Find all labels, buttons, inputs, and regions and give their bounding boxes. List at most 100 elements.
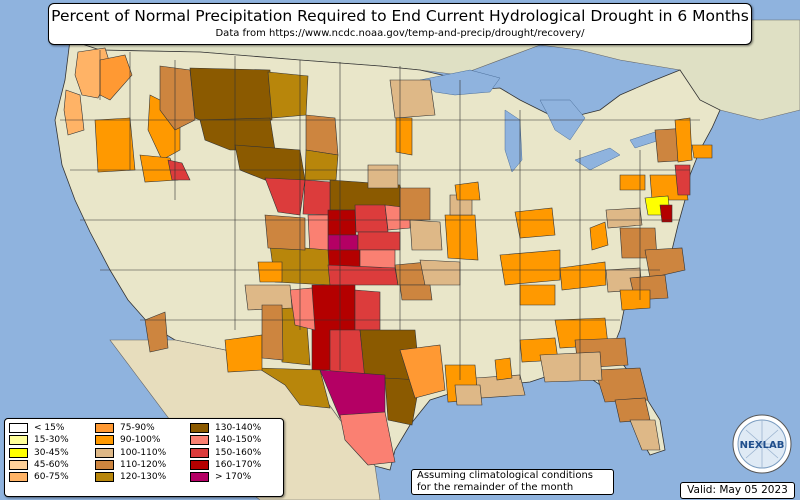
- title-box: Percent of Normal Precipitation Required…: [48, 3, 752, 45]
- legend-item: > 170%: [190, 471, 261, 483]
- region-mn-tan: [389, 79, 436, 119]
- legend-swatch: [95, 435, 114, 446]
- legend-item: 110-120%: [95, 459, 166, 471]
- region-ky-orange: [514, 207, 556, 239]
- region-va-tan: [605, 207, 643, 229]
- region-nd-sd: [305, 114, 339, 156]
- legend-label: 30-45%: [34, 447, 69, 458]
- region-az-cocoa: [261, 304, 284, 361]
- region-fl-cocoa: [594, 367, 649, 403]
- state-borders: [60, 50, 700, 380]
- region-gulf-orange: [494, 357, 513, 381]
- legend-item: 15-30%: [9, 434, 69, 446]
- region-ny-orange: [674, 117, 693, 163]
- region-ks-central: [357, 231, 401, 251]
- legend-swatch: [9, 435, 28, 446]
- region-wv-orange: [589, 221, 609, 251]
- region-wa-coast: [63, 89, 85, 136]
- region-nm-salmon: [289, 287, 316, 331]
- region-sc-orange: [619, 289, 651, 311]
- legend-item: 120-130%: [95, 471, 166, 483]
- legend-label: 160-170%: [215, 460, 262, 471]
- legend-item: < 15%: [9, 422, 69, 434]
- region-ar-cocoa: [399, 284, 433, 301]
- region-tn-orange: [499, 249, 561, 286]
- region-ks-ne: [354, 204, 389, 233]
- region-mn-orange: [395, 117, 413, 156]
- legend-label: 90-100%: [120, 435, 161, 446]
- legend-swatch: [9, 472, 28, 483]
- legend-item: 30-45%: [9, 447, 69, 459]
- region-fl-central: [614, 397, 651, 423]
- region-nc-west: [559, 261, 607, 291]
- legend-item: 75-90%: [95, 422, 166, 434]
- region-ks-magenta: [327, 234, 359, 251]
- legend-swatch: [95, 460, 114, 471]
- region-mo-tan: [409, 219, 443, 251]
- region-mt-west: [159, 65, 196, 131]
- region-co-west: [264, 214, 306, 251]
- note-line: for the remainder of the month: [417, 482, 574, 493]
- legend-item: 60-75%: [9, 471, 69, 483]
- drought-regions: [63, 47, 713, 466]
- region-tn-east: [519, 284, 556, 306]
- region-de-dark: [659, 204, 673, 223]
- legend-column-1: < 15% 15-30% 30-45% 45-60% 60-75%: [9, 422, 69, 483]
- region-az-utah: [244, 284, 293, 311]
- region-la-tan: [454, 384, 483, 406]
- region-co-orange: [257, 261, 283, 283]
- region-tx-east: [384, 377, 421, 426]
- legend-label: 120-130%: [120, 472, 167, 483]
- region-sd-west: [304, 149, 339, 181]
- legend-label: > 170%: [215, 472, 252, 483]
- assumption-note: Assuming climatological conditions for t…: [411, 469, 614, 495]
- region-or-central: [94, 117, 136, 173]
- region-ar-tan: [419, 259, 461, 286]
- region-ok-east: [354, 289, 381, 331]
- legend-swatch: [95, 423, 114, 434]
- legend-swatch: [9, 423, 28, 434]
- region-mo-orange: [444, 214, 479, 261]
- region-ks-north: [327, 209, 357, 236]
- legend-swatch: [190, 423, 209, 434]
- region-tx-coast: [399, 344, 446, 399]
- legend-swatch: [95, 447, 114, 458]
- legend-label: 130-140%: [215, 423, 262, 434]
- region-ca-south: [144, 311, 169, 353]
- legend-label: 45-60%: [34, 460, 69, 471]
- legend-label: 150-160%: [215, 447, 262, 458]
- region-tx-north: [329, 329, 366, 376]
- legend-label: 15-30%: [34, 435, 69, 446]
- legend-label: 75-90%: [120, 423, 155, 434]
- legend-swatch: [190, 435, 209, 446]
- legend: < 15% 15-30% 30-45% 45-60% 60-75% 75-90%…: [4, 418, 284, 497]
- legend-label: 140-150%: [215, 435, 262, 446]
- legend-label: 100-110%: [120, 447, 167, 458]
- region-fl-tan: [629, 419, 661, 451]
- legend-swatch: [9, 447, 28, 458]
- legend-swatch: [190, 472, 209, 483]
- region-tx-south: [339, 411, 396, 466]
- legend-swatch: [190, 460, 209, 471]
- legend-item: 90-100%: [95, 434, 166, 446]
- note-line: Assuming climatological conditions: [417, 470, 593, 481]
- legend-swatch: [9, 460, 28, 471]
- map-subtitle: Data from https://www.ncdc.noaa.gov/temp…: [215, 28, 585, 39]
- region-ga-tan: [539, 351, 603, 383]
- legend-item: 160-170%: [190, 459, 261, 471]
- region-ks-se: [359, 249, 396, 269]
- region-oh-orange: [619, 174, 646, 191]
- map-title: Percent of Normal Precipitation Required…: [51, 7, 749, 25]
- region-tx-west: [256, 367, 331, 409]
- legend-item: 100-110%: [95, 447, 166, 459]
- legend-label: 60-75%: [34, 472, 69, 483]
- legend-item: 130-140%: [190, 422, 261, 434]
- region-nc-coast: [644, 247, 686, 279]
- legend-column-2: 75-90% 90-100% 100-110% 110-120% 120-130…: [95, 422, 166, 483]
- legend-item: 150-160%: [190, 447, 261, 459]
- region-ia-tan: [367, 164, 399, 189]
- legend-swatch: [95, 472, 114, 483]
- valid-date: Valid: May 05 2023: [680, 482, 795, 499]
- legend-column-3: 130-140% 140-150% 150-160% 160-170% > 17…: [190, 422, 261, 483]
